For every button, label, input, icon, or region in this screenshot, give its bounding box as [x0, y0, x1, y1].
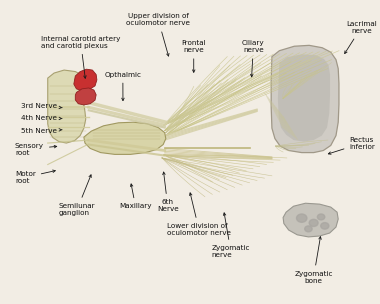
Text: Lacrimal
nerve: Lacrimal nerve — [345, 21, 377, 54]
Text: Opthalmic: Opthalmic — [105, 71, 141, 101]
Polygon shape — [271, 45, 339, 153]
Text: Semilunar
ganglion: Semilunar ganglion — [59, 175, 95, 216]
Circle shape — [296, 214, 307, 222]
Text: Sensory
root: Sensory root — [15, 143, 57, 156]
Text: Ciliary
nerve: Ciliary nerve — [242, 40, 264, 77]
Polygon shape — [74, 69, 97, 91]
Text: Maxillary: Maxillary — [119, 184, 152, 209]
Text: Rectus
inferior: Rectus inferior — [328, 136, 375, 154]
Polygon shape — [48, 70, 89, 143]
Circle shape — [305, 226, 312, 232]
Text: 6th
Nerve: 6th Nerve — [157, 172, 179, 212]
Polygon shape — [75, 88, 96, 105]
Text: 5th Nerve: 5th Nerve — [21, 128, 62, 133]
Polygon shape — [283, 203, 338, 237]
Circle shape — [309, 219, 318, 226]
Text: Zygomatic
bone: Zygomatic bone — [294, 237, 333, 284]
Text: Lower division of
oculomotor nerve: Lower division of oculomotor nerve — [167, 193, 231, 236]
Text: Internal carotid artery
and carotid plexus: Internal carotid artery and carotid plex… — [41, 36, 120, 78]
Text: Motor
root: Motor root — [15, 170, 55, 184]
Circle shape — [321, 223, 329, 229]
Polygon shape — [278, 54, 330, 142]
Text: 4th Nerve: 4th Nerve — [21, 115, 62, 121]
Polygon shape — [84, 122, 166, 154]
Text: Frontal
nerve: Frontal nerve — [181, 40, 206, 72]
Text: Zygomatic
nerve: Zygomatic nerve — [212, 213, 250, 258]
Text: 3rd Nerve: 3rd Nerve — [21, 103, 62, 109]
Circle shape — [317, 214, 325, 220]
Text: Upper division of
oculomotor nerve: Upper division of oculomotor nerve — [126, 13, 190, 56]
